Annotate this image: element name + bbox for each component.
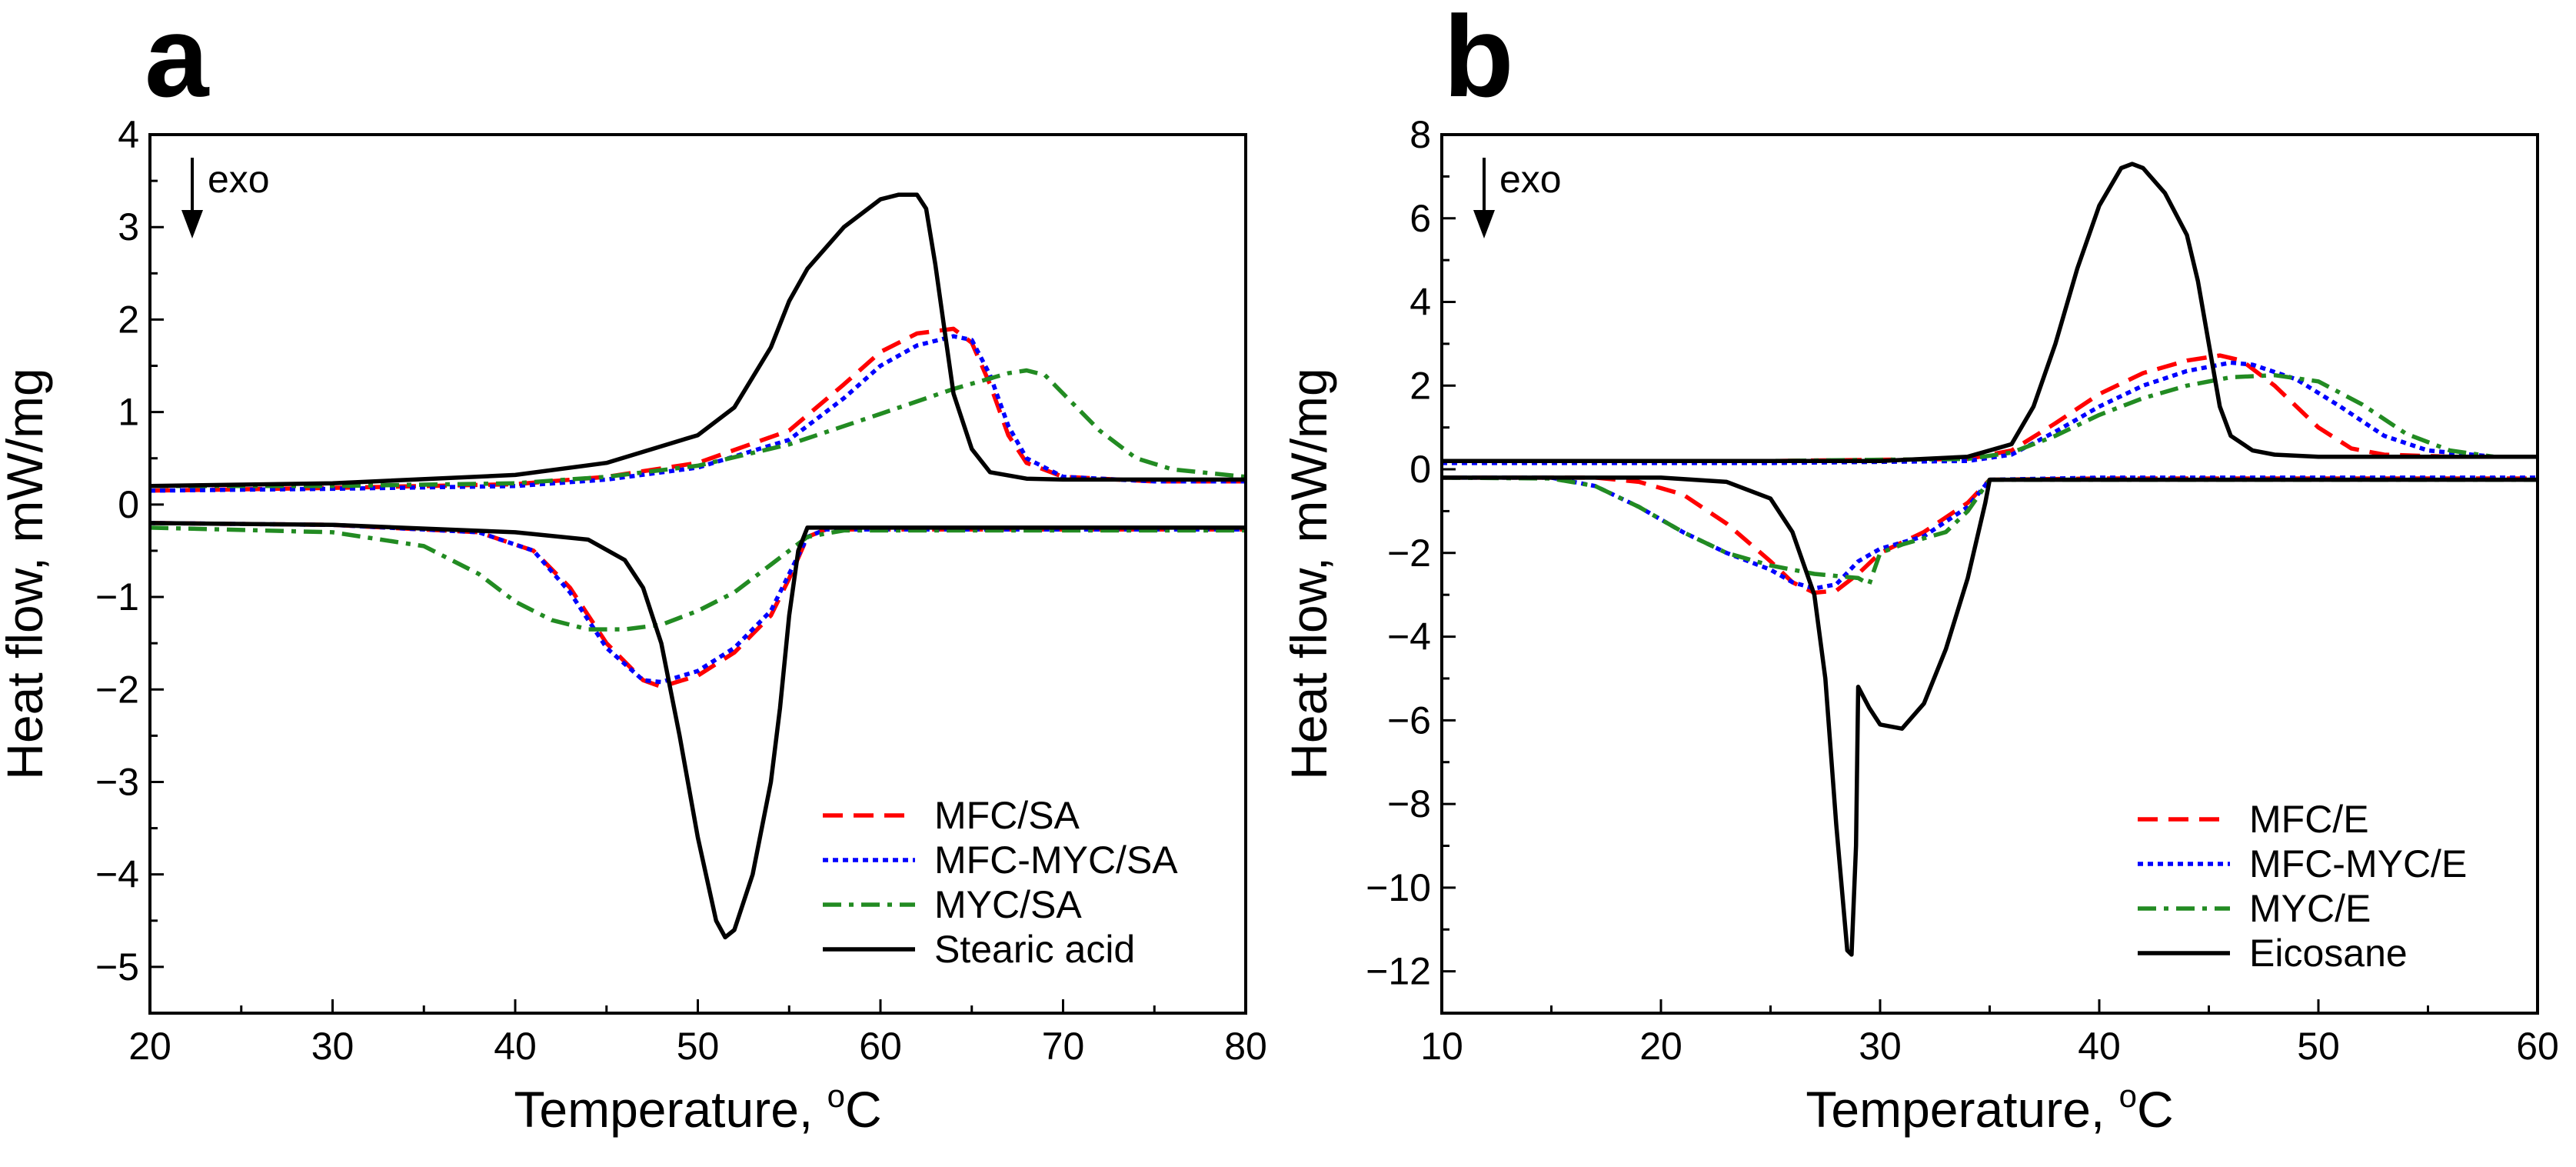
series-line-myc-sa-heating: [150, 368, 1246, 488]
series-line-mfc-sa-cooling: [150, 521, 1246, 689]
y-tick-label: 0: [1409, 448, 1431, 491]
exo-annotation: exo: [208, 158, 270, 201]
exo-arrow-head: [1473, 210, 1495, 238]
legend-label: MFC/SA: [934, 794, 1080, 837]
series-line-eicosane-cooling: [1442, 475, 2538, 957]
x-tick-label: 60: [859, 1025, 902, 1068]
y-tick-label: 2: [1409, 364, 1431, 407]
x-tick-label: 30: [1859, 1025, 1902, 1068]
y-tick-label: −5: [95, 945, 139, 989]
x-axis-title: Temperature, oC: [514, 1078, 881, 1138]
y-tick-label: −12: [1366, 950, 1431, 993]
series-line-mfc-myc-e-cooling: [1442, 475, 2538, 591]
exo-annotation: exo: [1499, 158, 1562, 201]
series-line-stearic-acid-heating: [150, 192, 1246, 488]
series-line-mfc-e-cooling: [1442, 475, 2538, 595]
x-tick-label: 10: [1420, 1025, 1463, 1068]
panel-label-a: a: [145, 0, 210, 121]
series-line-mfc-myc-sa-cooling: [150, 521, 1246, 685]
chart-panel-b: b10 20 30 40 50 6086420−2−4−6−8−10−12Temperat…: [1280, 0, 2559, 1138]
y-tick-label: −1: [95, 575, 139, 619]
y-tick-label: 4: [1409, 281, 1431, 324]
x-tick-label: 20: [128, 1025, 171, 1068]
legend-label: MYC/E: [2249, 887, 2371, 930]
y-axis-title: Heat flow, mW/mg: [0, 368, 53, 779]
plot-frame: [148, 133, 1247, 1015]
y-tick-label: −6: [1387, 699, 1431, 742]
series-line-myc-e-cooling: [1442, 475, 2538, 587]
legend-label: MFC-MYC/SA: [934, 839, 1178, 882]
series-line-mfc-myc-sa-heating: [150, 334, 1246, 493]
plot-area: [150, 192, 1246, 940]
plot-frame: [1440, 133, 2539, 1015]
x-tick-label: 20: [1639, 1025, 1682, 1068]
x-axis-title: Temperature, oC: [1806, 1078, 2173, 1138]
x-tick-label: 40: [494, 1025, 537, 1068]
chart-panel-a: a 20 30 40 50 60 70 80 4 3 2 1 0 −1 −2 −3 −4 −5 Temperatur…: [0, 0, 1267, 1138]
y-tick-label: −8: [1387, 782, 1431, 825]
y-tick-label: 0: [118, 483, 139, 526]
y-tick-label: 2: [118, 298, 139, 341]
y-tick-label: 3: [118, 205, 139, 248]
legend-label: MFC-MYC/E: [2249, 842, 2467, 885]
series-line-myc-sa-cooling: [150, 525, 1246, 632]
y-tick-label: −2: [1387, 532, 1431, 575]
y-tick-label: −3: [95, 760, 139, 803]
exo-arrow-head: [181, 210, 203, 238]
legend-label: Stearic acid: [934, 928, 1135, 971]
y-tick-label: 4: [118, 113, 139, 156]
y-tick-label: −4: [95, 853, 139, 896]
x-tick-label: 50: [2297, 1025, 2340, 1068]
series-line-stearic-acid-cooling: [150, 521, 1246, 940]
x-tick-label: 70: [1042, 1025, 1085, 1068]
panel-label-b: b: [1443, 0, 1514, 121]
x-tick-label: 30: [311, 1025, 354, 1068]
y-tick-label: −2: [95, 668, 139, 711]
y-tick-label: 6: [1409, 197, 1431, 240]
y-tick-label: 8: [1409, 113, 1431, 156]
legend-label: MFC/E: [2249, 798, 2369, 841]
x-tick-label: 40: [2078, 1025, 2121, 1068]
y-tick-label: −10: [1366, 866, 1431, 909]
series-line-mfc-e-heating: [1442, 353, 2538, 463]
y-axis-title: Heat flow, mW/mg: [1280, 368, 1337, 779]
x-tick-label: 50: [677, 1025, 720, 1068]
x-tick-label: 80: [1224, 1025, 1267, 1068]
legend-label: Eicosane: [2249, 932, 2408, 975]
legend-label: MYC/SA: [934, 883, 1082, 926]
series-line-myc-e-heating: [1442, 372, 2538, 463]
series-line-mfc-myc-e-heating: [1442, 360, 2538, 465]
plot-area: [1442, 162, 2538, 957]
y-tick-label: 1: [118, 391, 139, 434]
x-tick-label: 60: [2516, 1025, 2559, 1068]
series-line-eicosane-heating: [1442, 162, 2538, 463]
series-line-mfc-sa-heating: [150, 326, 1246, 493]
y-tick-label: −4: [1387, 615, 1431, 659]
